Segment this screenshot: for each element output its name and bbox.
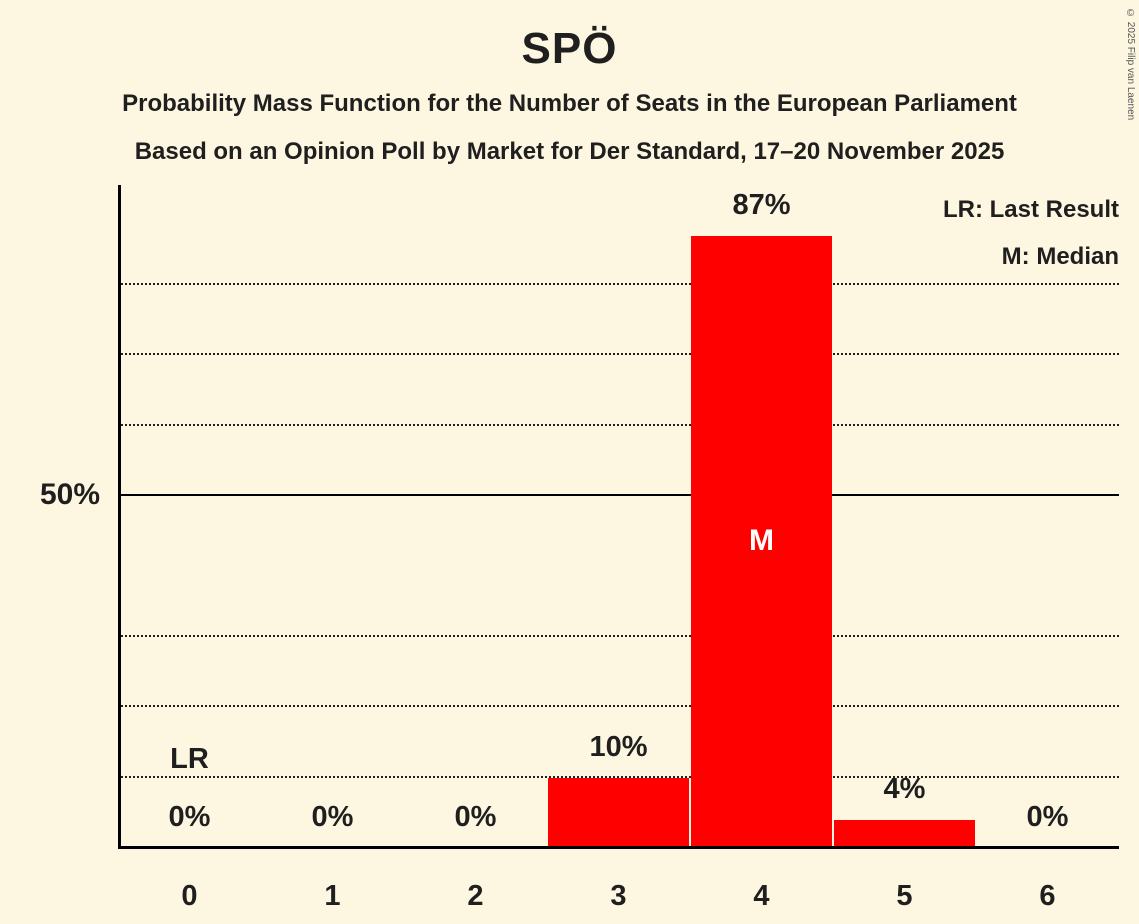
bar-seat-4 [691,235,832,848]
gridline-80pct [118,282,1119,285]
value-label-seat-3: 10% [589,730,648,763]
x-tick-seat-5: 5 [896,880,913,912]
gridline-60pct [118,423,1119,426]
gridline-10pct [118,775,1119,778]
bar-seat-5 [834,819,975,848]
bar-seat-3 [548,777,689,848]
value-label-seat-1: 0% [311,801,354,833]
x-axis-line [118,846,1119,849]
chart-subtitle-line2: Based on an Opinion Poll by Market for D… [134,138,1005,165]
gridline-50pct-solid [118,494,1119,496]
value-label-seat-0: 0% [168,801,211,833]
x-tick-seat-4: 4 [753,880,770,912]
last-result-marker: LR [170,743,209,775]
gridline-70pct [118,353,1119,356]
legend-median: M: Median [1001,243,1119,270]
x-tick-seat-6: 6 [1039,880,1056,912]
value-label-seat-5: 4% [883,772,926,805]
chart-subtitle-line1: Probability Mass Function for the Number… [122,90,1017,117]
x-tick-seat-0: 0 [181,880,198,912]
median-marker: M [749,523,774,557]
y-axis-50-label: 50% [39,478,100,511]
chart-legend: LR: Last Result M: Median [943,186,1119,280]
x-tick-seat-3: 3 [610,880,627,912]
x-tick-seat-2: 2 [467,880,484,912]
x-tick-seat-1: 1 [324,880,341,912]
y-axis-line [118,185,121,848]
value-label-seat-6: 0% [1026,801,1069,833]
copyright-notice: © 2025 Filip van Laenen [1125,8,1136,121]
gridline-30pct [118,634,1119,637]
gridline-20pct [118,705,1119,708]
legend-last-result: LR: Last Result [942,196,1119,223]
plot-area: 0% 0 LR 0% 1 0% 2 10% 3 87% 4 M 4% 5 0% 6 [118,185,1119,912]
value-label-seat-2: 0% [454,801,497,833]
chart-title: SPÖ [521,24,618,73]
value-label-seat-4: 87% [732,188,791,221]
